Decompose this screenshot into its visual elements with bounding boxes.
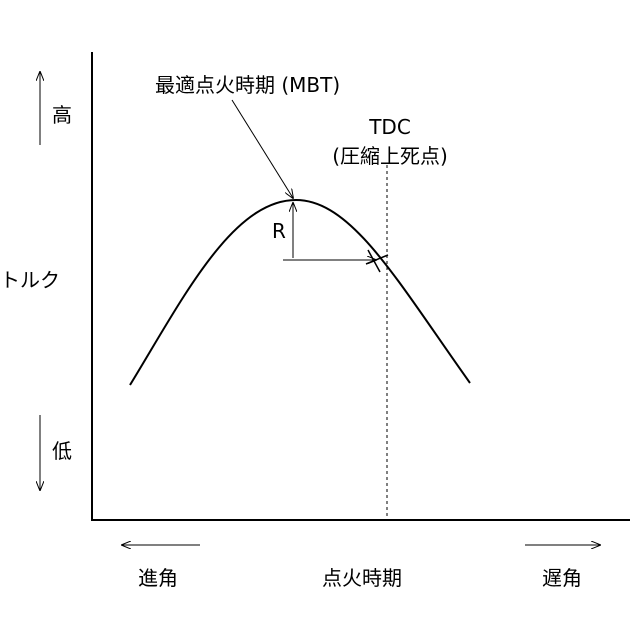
low-label: 低 (52, 439, 72, 463)
retard-label: 遅角 (542, 566, 582, 590)
tdc-label: TDC (368, 115, 411, 139)
mbt-leader (232, 100, 293, 198)
high-label: 高 (52, 103, 72, 127)
diagram: 最適点火時期 (MBT) TDC (圧縮上死点) R 高 トルク 低 進角 点火… (0, 0, 640, 640)
mbt-label: 最適点火時期 (MBT) (155, 73, 340, 97)
torque-curve (130, 200, 470, 385)
x-axis-label: 点火時期 (322, 566, 402, 590)
y-axis-label: トルク (0, 268, 60, 292)
r-label: R (272, 219, 286, 243)
advance-label: 進角 (138, 566, 178, 590)
tdc-note: (圧縮上死点) (332, 144, 448, 168)
